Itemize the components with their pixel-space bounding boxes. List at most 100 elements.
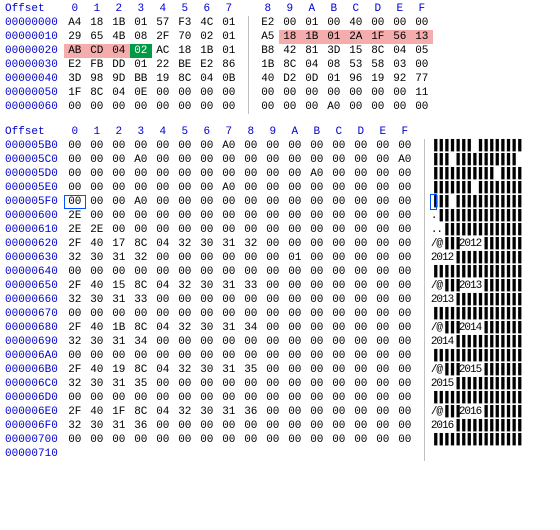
ascii-cell[interactable]: /@▐▐▐2015▐▐▐▐▐▐▐ xyxy=(424,363,521,377)
offset-cell[interactable]: 000005B0 xyxy=(4,139,64,153)
byte-cell[interactable]: 19 xyxy=(367,72,389,86)
byte-cell[interactable]: 58 xyxy=(367,58,389,72)
byte-cell[interactable]: 00 xyxy=(394,307,416,321)
byte-cell[interactable]: 00 xyxy=(86,167,108,181)
byte-cell[interactable]: 00 xyxy=(306,139,328,153)
byte-cell[interactable]: 00 xyxy=(372,167,394,181)
byte-cell[interactable]: 00 xyxy=(328,419,350,433)
byte-cell[interactable]: 00 xyxy=(372,153,394,167)
byte-cell[interactable]: 00 xyxy=(240,265,262,279)
byte-cell[interactable]: 35 xyxy=(240,363,262,377)
byte-cell[interactable]: A0 xyxy=(218,139,240,153)
byte-cell[interactable]: A0 xyxy=(306,167,328,181)
byte-cell[interactable]: 00 xyxy=(86,100,108,114)
byte-cell[interactable]: F3 xyxy=(174,16,196,30)
byte-cell[interactable]: 00 xyxy=(306,419,328,433)
byte-cell[interactable] xyxy=(174,447,196,461)
byte-cell[interactable]: 2E xyxy=(64,223,86,237)
byte-cell[interactable]: 8C xyxy=(174,72,196,86)
byte-cell[interactable]: 00 xyxy=(262,377,284,391)
byte-cell[interactable]: 00 xyxy=(372,139,394,153)
byte-cell[interactable]: 00 xyxy=(130,307,152,321)
byte-cell[interactable]: 04 xyxy=(152,279,174,293)
byte-cell[interactable]: 01 xyxy=(218,16,240,30)
byte-cell[interactable]: 15 xyxy=(345,44,367,58)
byte-cell[interactable]: 00 xyxy=(174,86,196,100)
byte-cell[interactable]: 32 xyxy=(174,405,196,419)
byte-cell[interactable]: 00 xyxy=(240,433,262,447)
byte-cell[interactable]: 32 xyxy=(174,279,196,293)
byte-cell[interactable]: 00 xyxy=(328,391,350,405)
offset-cell[interactable]: 00000680 xyxy=(4,321,64,335)
byte-cell[interactable]: 00 xyxy=(108,100,130,114)
byte-cell[interactable]: 00 xyxy=(411,100,433,114)
byte-cell[interactable]: 00 xyxy=(306,279,328,293)
byte-cell[interactable]: 00 xyxy=(328,237,350,251)
byte-cell[interactable]: 32 xyxy=(240,237,262,251)
byte-cell[interactable]: 31 xyxy=(218,237,240,251)
byte-cell[interactable] xyxy=(240,447,262,461)
byte-cell[interactable] xyxy=(152,447,174,461)
byte-cell[interactable]: 00 xyxy=(301,100,323,114)
byte-cell[interactable] xyxy=(350,447,372,461)
byte-cell[interactable]: 00 xyxy=(108,209,130,223)
byte-cell[interactable]: 00 xyxy=(218,265,240,279)
byte-cell[interactable]: 00 xyxy=(389,16,411,30)
byte-cell[interactable]: 00 xyxy=(174,251,196,265)
byte-cell[interactable]: 00 xyxy=(64,100,86,114)
byte-cell[interactable]: 00 xyxy=(174,391,196,405)
byte-cell[interactable]: 00 xyxy=(174,265,196,279)
byte-cell[interactable]: 00 xyxy=(350,405,372,419)
byte-cell[interactable]: 00 xyxy=(86,433,108,447)
byte-cell[interactable]: 00 xyxy=(130,167,152,181)
byte-cell[interactable] xyxy=(86,447,108,461)
byte-cell[interactable]: 00 xyxy=(108,139,130,153)
byte-cell[interactable]: 00 xyxy=(306,377,328,391)
byte-cell[interactable]: 03 xyxy=(389,58,411,72)
byte-cell[interactable]: BE xyxy=(174,58,196,72)
byte-cell[interactable]: 08 xyxy=(130,30,152,44)
byte-cell[interactable]: 00 xyxy=(130,391,152,405)
byte-cell[interactable]: 00 xyxy=(196,167,218,181)
ascii-cell[interactable]: ▐▐▐ ▐▐▐▐▐▐▐▐▐▐▐ xyxy=(424,153,521,167)
byte-cell[interactable]: 00 xyxy=(306,293,328,307)
byte-cell[interactable]: 00 xyxy=(262,433,284,447)
offset-cell[interactable]: 00000660 xyxy=(4,293,64,307)
offset-cell[interactable]: 000005F0 xyxy=(4,195,64,209)
byte-cell[interactable]: 00 xyxy=(284,293,306,307)
byte-cell[interactable]: 18 xyxy=(279,30,301,44)
byte-cell[interactable]: 2E xyxy=(86,223,108,237)
byte-cell[interactable]: 96 xyxy=(345,72,367,86)
byte-cell[interactable]: 00 xyxy=(372,433,394,447)
byte-cell[interactable]: 05 xyxy=(411,44,433,58)
byte-cell[interactable]: 00 xyxy=(284,433,306,447)
byte-cell[interactable]: 00 xyxy=(350,265,372,279)
byte-cell[interactable]: 00 xyxy=(345,86,367,100)
byte-cell[interactable]: 00 xyxy=(284,321,306,335)
offset-cell[interactable]: 000005C0 xyxy=(4,153,64,167)
byte-cell[interactable]: 00 xyxy=(152,181,174,195)
byte-cell[interactable]: 8C xyxy=(367,44,389,58)
byte-cell[interactable] xyxy=(196,447,218,461)
offset-cell[interactable]: 000006D0 xyxy=(4,391,64,405)
byte-cell[interactable]: 31 xyxy=(218,321,240,335)
byte-cell[interactable]: 00 xyxy=(306,363,328,377)
byte-cell[interactable]: 00 xyxy=(108,265,130,279)
byte-cell[interactable]: 00 xyxy=(152,377,174,391)
ascii-cell[interactable]: 2013▐▐▐▐▐▐▐▐▐▐▐▐ xyxy=(424,293,521,307)
byte-cell[interactable]: 00 xyxy=(394,237,416,251)
byte-cell[interactable]: 33 xyxy=(240,279,262,293)
byte-cell[interactable]: 30 xyxy=(86,335,108,349)
byte-cell[interactable]: 00 xyxy=(284,349,306,363)
byte-cell[interactable]: 30 xyxy=(86,377,108,391)
byte-cell[interactable]: 00 xyxy=(279,86,301,100)
ascii-cell[interactable]: 2015▐▐▐▐▐▐▐▐▐▐▐▐ xyxy=(424,377,521,391)
byte-cell[interactable]: 00 xyxy=(350,363,372,377)
byte-cell[interactable]: 30 xyxy=(196,363,218,377)
byte-cell[interactable]: 01 xyxy=(130,58,152,72)
offset-cell[interactable]: 00000040 xyxy=(4,72,64,86)
byte-cell[interactable]: 00 xyxy=(306,181,328,195)
byte-cell[interactable]: 01 xyxy=(218,44,240,58)
byte-cell[interactable]: 00 xyxy=(279,16,301,30)
byte-cell[interactable] xyxy=(108,447,130,461)
